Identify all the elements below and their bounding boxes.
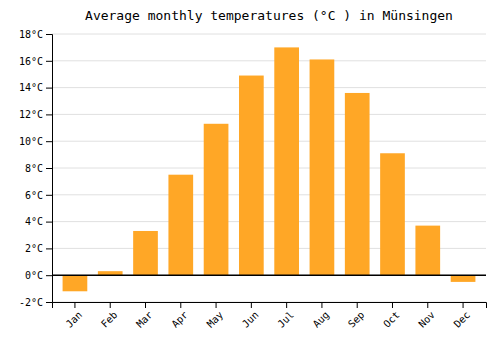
- tick-label: 6°C: [25, 190, 43, 201]
- axis-line: [46, 35, 53, 303]
- grid-line: [52, 87, 486, 88]
- tick-label: Nov: [416, 309, 437, 330]
- tick-mark: [286, 302, 287, 308]
- tick: Sep: [346, 302, 367, 330]
- tick: Apr: [169, 302, 190, 330]
- tick-mark: [46, 302, 52, 303]
- grid-line: [52, 60, 486, 61]
- bar: [239, 76, 264, 276]
- tick-mark: [46, 61, 52, 62]
- tick-mark: [46, 248, 52, 249]
- grid-line: [52, 168, 486, 169]
- chart: -2°C 0°C 2°C 4°C 6°C 8°C 10°C 12°C 14°C 16°C 18°C J…: [0, 0, 500, 350]
- tick: Mar: [134, 302, 155, 330]
- tick-mark: [110, 302, 111, 308]
- tick-mark: [46, 114, 52, 115]
- grid-line: [52, 221, 486, 222]
- bars: [52, 47, 486, 291]
- tick: 16°C: [19, 56, 52, 67]
- tick: 0°C: [25, 270, 52, 281]
- tick-mark: [46, 141, 52, 142]
- tick-mark: [46, 222, 52, 223]
- tick-label: 14°C: [19, 82, 43, 93]
- tick-label: 10°C: [19, 136, 43, 147]
- tick-mark: [321, 302, 322, 308]
- tick-mark: [216, 302, 217, 308]
- tick-mark: [392, 302, 393, 308]
- grid-line: [52, 141, 486, 142]
- tick-label: 16°C: [19, 56, 43, 67]
- tick-mark: [180, 302, 181, 308]
- tick-label: Jan: [64, 309, 85, 330]
- grid-line: [52, 34, 486, 35]
- bar: [168, 175, 193, 276]
- tick-label: 2°C: [25, 243, 43, 254]
- zero-line: [52, 274, 486, 276]
- tick: 6°C: [25, 190, 52, 201]
- tick-label: Feb: [99, 309, 120, 330]
- tick-label: May: [205, 309, 226, 330]
- tick-label: 4°C: [25, 216, 43, 227]
- tick-mark: [357, 302, 358, 308]
- bar: [380, 153, 405, 275]
- tick: 12°C: [19, 109, 52, 120]
- tick-mark: [46, 168, 52, 169]
- axis-line: [53, 303, 487, 309]
- tick-mark: [46, 275, 52, 276]
- tick: Dec: [452, 302, 473, 330]
- tick-label: Apr: [169, 309, 190, 330]
- grid: [52, 34, 486, 302]
- tick-label: 12°C: [19, 109, 43, 120]
- bar: [204, 124, 229, 275]
- tick: 8°C: [25, 163, 52, 174]
- bar: [415, 226, 440, 276]
- tick-mark: [74, 302, 75, 308]
- tick: Feb: [99, 302, 120, 330]
- tick: 2°C: [25, 243, 52, 254]
- tick-mark: [427, 302, 428, 308]
- bar: [310, 59, 335, 275]
- tick: Oct: [381, 302, 402, 330]
- tick-label: Oct: [381, 309, 402, 330]
- tick-mark: [46, 88, 52, 89]
- tick-label: Aug: [311, 309, 332, 330]
- tick-mark: [145, 302, 146, 308]
- tick-mark: [46, 34, 52, 35]
- grid-line: [52, 275, 486, 276]
- y-axis: -2°C 0°C 2°C 4°C 6°C 8°C 10°C 12°C 14°C 16°C 18°C: [19, 29, 53, 308]
- bar: [345, 93, 370, 275]
- bar: [63, 275, 88, 291]
- plot: -2°C 0°C 2°C 4°C 6°C 8°C 10°C 12°C 14°C 16°C 18°C J…: [19, 29, 487, 330]
- tick: 14°C: [19, 82, 52, 93]
- tick: 18°C: [19, 29, 52, 40]
- tick: 10°C: [19, 136, 52, 147]
- tick-label: 8°C: [25, 163, 43, 174]
- tick: May: [205, 302, 226, 330]
- tick: -2°C: [19, 297, 52, 308]
- tick-label: Mar: [134, 309, 155, 330]
- tick: Jan: [64, 302, 85, 330]
- grid-line: [52, 114, 486, 115]
- tick-label: Jun: [240, 309, 261, 330]
- tick: Jun: [240, 302, 261, 330]
- bar: [133, 231, 158, 275]
- tick-mark: [46, 195, 52, 196]
- tick-label: 18°C: [19, 29, 43, 40]
- tick-mark: [463, 302, 464, 308]
- bar: [274, 47, 299, 275]
- x-axis: Jan Feb Mar Apr May Jun Jul Aug Sep Oct Nov Dec: [53, 302, 487, 330]
- grid-line: [52, 194, 486, 195]
- tick-label: Jul: [275, 309, 296, 330]
- tick-mark: [251, 302, 252, 308]
- tick: 4°C: [25, 216, 52, 227]
- tick-label: -2°C: [19, 297, 43, 308]
- bar: [451, 275, 476, 282]
- tick-label: 0°C: [25, 270, 43, 281]
- tick-label: Sep: [346, 309, 367, 330]
- title: Average monthly temperatures (°C ) in Mü…: [85, 8, 453, 23]
- tick-label: Dec: [452, 309, 473, 330]
- tick: Nov: [416, 302, 437, 330]
- tick: Aug: [311, 302, 332, 330]
- tick: Jul: [275, 302, 296, 330]
